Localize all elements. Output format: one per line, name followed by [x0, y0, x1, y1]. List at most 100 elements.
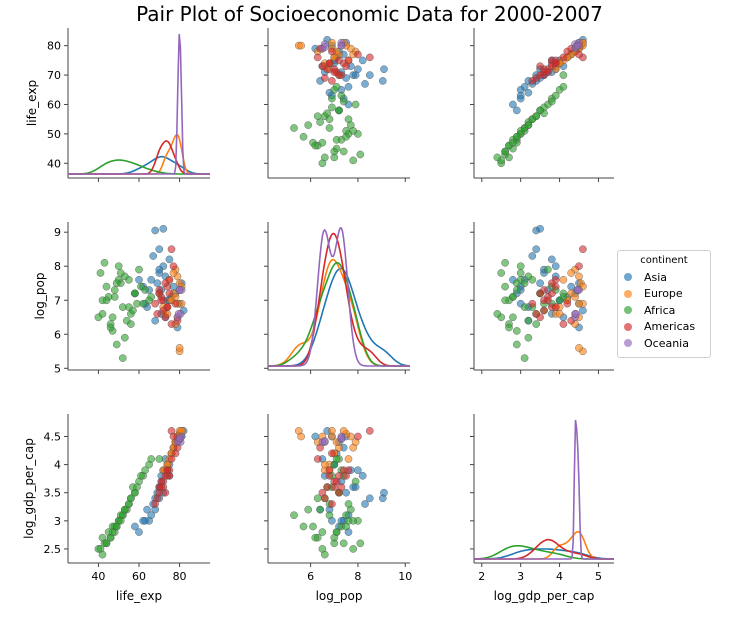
y-tick-label: 5 [54, 362, 61, 375]
point-oceania [175, 434, 184, 443]
point-africa [501, 147, 509, 156]
point-americas [161, 313, 170, 322]
point-asia [380, 65, 388, 73]
point-asia [149, 252, 157, 260]
point-americas [528, 77, 537, 85]
point-africa [290, 511, 298, 520]
point-africa [497, 269, 506, 277]
point-asia [159, 224, 168, 233]
point-americas [313, 53, 322, 62]
point-africa [131, 488, 139, 497]
x-tick-label: 4 [556, 570, 563, 583]
point-africa [520, 354, 529, 362]
point-americas [323, 483, 332, 491]
point-asia [509, 100, 517, 109]
point-africa [116, 269, 125, 277]
point-americas [548, 279, 556, 288]
point-africa [290, 124, 298, 132]
point-africa [318, 528, 327, 536]
y-axis-label: log_gdp_per_cap [22, 438, 36, 539]
y-tick-label: 3 [54, 515, 61, 528]
point-africa [349, 156, 358, 165]
point-africa [125, 303, 133, 311]
point-asia [358, 56, 367, 65]
point-africa [131, 289, 139, 298]
y-tick-label: 2.5 [44, 543, 62, 556]
point-americas [579, 245, 587, 253]
point-africa [311, 533, 320, 542]
point-americas [342, 62, 350, 70]
point-americas [325, 466, 334, 475]
point-asia [365, 494, 374, 503]
point-africa [328, 94, 336, 103]
point-africa [121, 333, 129, 342]
legend-item-asia: Asia [618, 269, 710, 286]
point-africa [106, 323, 115, 332]
point-africa [137, 471, 145, 480]
point-americas [536, 289, 544, 298]
point-africa [137, 282, 145, 291]
point-africa [325, 115, 334, 123]
chart-title: Pair Plot of Socioeconomic Data for 2000… [136, 2, 603, 26]
point-africa [110, 286, 119, 294]
kde-curve-oceania [268, 227, 410, 367]
point-africa [127, 320, 135, 328]
point-oceania [320, 43, 329, 51]
point-americas [328, 500, 336, 508]
point-africa [559, 71, 568, 79]
point-africa [513, 286, 521, 294]
point-africa [356, 539, 365, 548]
point-oceania [337, 41, 346, 50]
point-africa [349, 517, 358, 525]
point-europe [328, 432, 336, 441]
point-asia [351, 71, 360, 79]
point-africa [351, 100, 360, 109]
point-americas [354, 50, 362, 59]
point-africa [133, 299, 141, 308]
point-americas [161, 279, 170, 288]
point-americas [559, 320, 568, 328]
point-europe [575, 344, 583, 352]
point-africa [102, 539, 111, 548]
point-americas [153, 310, 162, 318]
point-africa [559, 293, 568, 301]
point-africa [313, 112, 322, 120]
point-europe [571, 293, 579, 301]
point-africa [493, 310, 502, 318]
point-asia [153, 279, 162, 288]
point-africa [100, 258, 109, 267]
point-africa [141, 466, 149, 475]
point-europe [175, 344, 184, 352]
point-asia [155, 245, 164, 253]
point-africa [311, 141, 320, 150]
point-africa [332, 528, 341, 536]
kde-curve-asia [268, 267, 410, 367]
x-tick-label: 5 [595, 570, 602, 583]
point-americas [163, 303, 172, 311]
point-africa [339, 539, 348, 548]
point-africa [516, 127, 525, 135]
point-americas [365, 427, 374, 435]
point-africa [325, 511, 334, 520]
point-africa [524, 333, 533, 342]
point-oceania [175, 286, 184, 294]
point-africa [516, 269, 525, 277]
legend-marker [624, 339, 632, 348]
point-americas [563, 299, 572, 308]
point-africa [532, 112, 541, 120]
point-americas [335, 71, 343, 79]
point-asia [378, 77, 387, 85]
point-europe [555, 310, 564, 318]
point-africa [524, 272, 533, 281]
y-tick-label: 60 [47, 98, 61, 111]
point-americas [165, 289, 174, 298]
point-africa [509, 293, 517, 301]
point-asia [536, 224, 544, 233]
point-africa [532, 320, 541, 328]
point-africa [509, 138, 517, 147]
point-americas [328, 47, 336, 56]
kde-curve-oceania [474, 419, 614, 560]
point-americas [167, 245, 176, 253]
point-africa [98, 550, 107, 559]
y-tick-label: 6 [54, 328, 61, 341]
